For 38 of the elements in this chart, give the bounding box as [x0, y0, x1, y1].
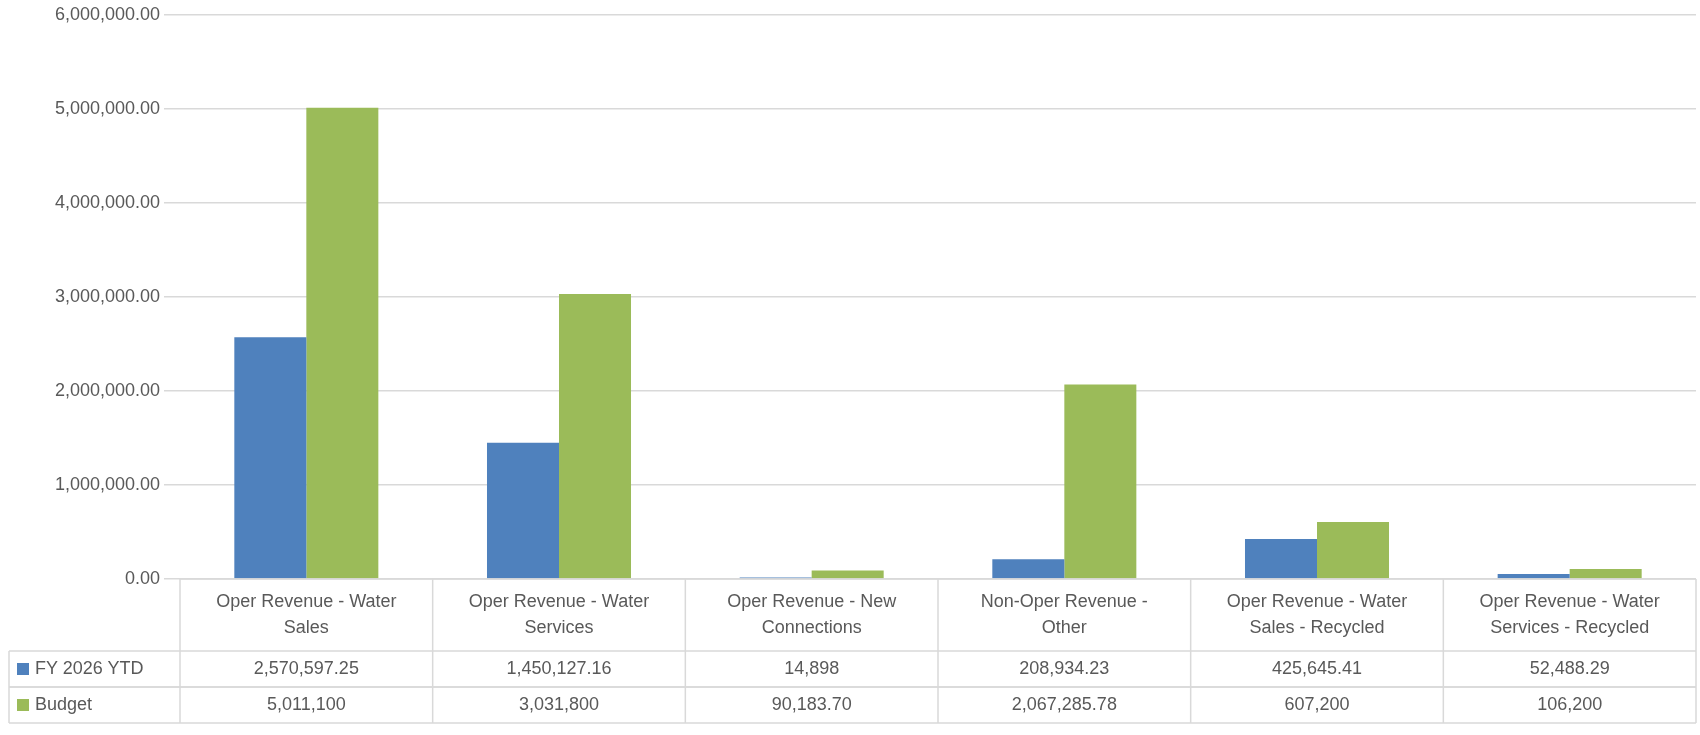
- y-tick-label: 6,000,000.00: [54, 3, 160, 24]
- data-label: 2,067,285.78: [1011, 693, 1117, 714]
- bar: [992, 559, 1065, 579]
- y-tick-label: 5,000,000.00: [54, 97, 160, 118]
- data-label: 607,200: [1284, 693, 1350, 714]
- bar: [1244, 538, 1317, 579]
- bar: [559, 293, 632, 579]
- y-tick-label: 2,000,000.00: [54, 379, 160, 400]
- bar: [1064, 384, 1137, 579]
- x-tick-label: Non-Oper Revenue - Other: [980, 590, 1148, 637]
- x-tick-label: Oper Revenue - Water Sales: [216, 590, 397, 637]
- legend-label: Budget: [35, 693, 93, 714]
- data-label: 2,570,597.25: [253, 657, 359, 678]
- x-tick-label: Oper Revenue - Water Sales - Recycled: [1226, 590, 1408, 637]
- data-label: 14,898: [784, 657, 840, 678]
- y-tick-label: 4,000,000.00: [54, 191, 160, 212]
- bar: [1317, 521, 1390, 579]
- bar: [811, 570, 884, 579]
- data-label: 106,200: [1537, 693, 1603, 714]
- legend-label: FY 2026 YTD: [35, 657, 144, 678]
- data-label: 90,183.70: [771, 693, 852, 714]
- bar: [306, 107, 379, 579]
- y-tick-label: 1,000,000.00: [54, 473, 160, 494]
- x-tick-label: Oper Revenue - Water Services: [468, 590, 650, 637]
- bar: [486, 442, 559, 579]
- bar: [1497, 574, 1570, 579]
- data-label: 52,488.29: [1529, 657, 1610, 678]
- bar: [1569, 569, 1642, 579]
- bar: [234, 337, 307, 579]
- data-label: 5,011,100: [266, 693, 346, 714]
- data-label: 1,450,127.16: [506, 657, 612, 678]
- x-tick-label: Oper Revenue - New Connections: [727, 590, 898, 637]
- y-tick-label: 3,000,000.00: [54, 285, 160, 306]
- data-label: 425,645.41: [1271, 657, 1363, 678]
- data-label: 208,934.23: [1019, 657, 1110, 678]
- x-tick-label: Oper Revenue - Water Services - Recycled: [1479, 590, 1660, 637]
- data-label: 3,031,800: [518, 693, 600, 714]
- y-tick-label: 0.00: [124, 567, 160, 588]
